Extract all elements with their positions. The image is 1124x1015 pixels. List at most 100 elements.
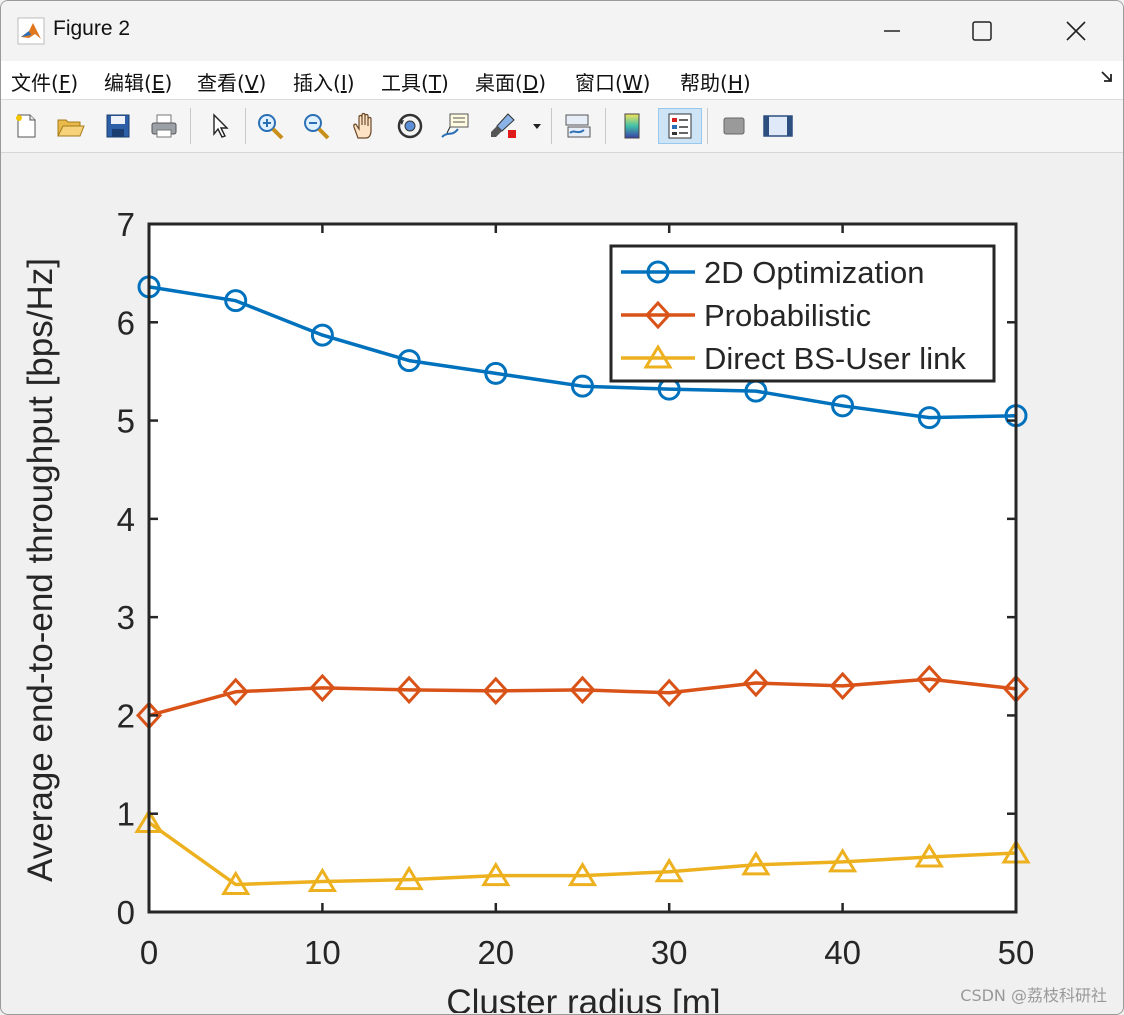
legend-item[interactable]: Probabilistic xyxy=(621,298,871,333)
data-point-diamond xyxy=(656,678,683,708)
pan-hand-icon xyxy=(353,112,372,139)
show-plot-tools-button[interactable] xyxy=(761,108,795,144)
menu-edit[interactable]: 编辑(E) xyxy=(104,71,173,95)
toolbar-separator xyxy=(245,108,246,144)
legend-label: 2D Optimization xyxy=(704,255,925,290)
y-axis-label: Average end-to-end throughput [bps/Hz] xyxy=(21,258,60,882)
dropdown-arrow-icon xyxy=(533,124,541,129)
legend-label: Direct BS-User link xyxy=(704,341,966,376)
legend-marker-circle xyxy=(646,260,670,284)
maximize-button[interactable] xyxy=(959,11,1005,51)
menu-desktop[interactable]: 桌面(D) xyxy=(475,71,547,95)
data-point-circle xyxy=(484,361,508,385)
select-button[interactable] xyxy=(203,108,237,144)
data-point-circle xyxy=(831,394,855,418)
data-cursor-icon xyxy=(441,113,469,138)
rotate-3d-button[interactable] xyxy=(393,108,427,144)
legend-item[interactable]: Direct BS-User link xyxy=(621,341,966,376)
zoom-in-button[interactable] xyxy=(253,108,287,144)
data-point-diamond xyxy=(829,671,856,701)
legend[interactable]: 2D Optimization Probabilistic Direct BS-Us… xyxy=(609,244,996,383)
data-point-triangle xyxy=(481,861,511,887)
data-point-diamond xyxy=(742,668,769,698)
data-point-triangle xyxy=(914,843,944,868)
save-button[interactable] xyxy=(101,108,135,144)
open-file-icon xyxy=(57,119,85,137)
y-tick-label: 3 xyxy=(117,599,135,636)
hide-plot-tools-button[interactable] xyxy=(717,108,751,144)
x-axis-label: Cluster radius [m] xyxy=(446,983,720,1013)
maximize-icon xyxy=(972,21,992,41)
matlab-logo-icon xyxy=(17,17,45,45)
select-arrow-icon xyxy=(213,113,229,138)
window-title: Figure 2 xyxy=(53,17,131,40)
new-figure-button[interactable] xyxy=(9,108,43,144)
y-tick-label: 1 xyxy=(117,796,135,833)
data-point-diamond xyxy=(396,675,423,705)
data-point-triangle xyxy=(654,857,684,883)
data-point-diamond xyxy=(482,676,509,706)
close-icon xyxy=(1066,21,1086,41)
menu-file[interactable]: 文件(F) xyxy=(11,71,79,95)
hide-plot-tools-icon xyxy=(723,117,745,135)
y-tick-label: 2 xyxy=(117,697,135,734)
print-icon xyxy=(151,114,177,138)
figure-toolbar xyxy=(1,100,1123,153)
y-tick-label: 6 xyxy=(117,304,135,341)
y-tick-label: 0 xyxy=(117,894,135,931)
minimize-icon xyxy=(884,30,900,32)
toolbar-separator xyxy=(707,108,708,144)
figure-canvas: 0 1 2 3 4 5 6 7 0 10 20 30 40 50 Average end-to-end t… xyxy=(21,206,1035,1013)
show-plot-tools-icon xyxy=(763,115,793,137)
print-button[interactable] xyxy=(147,108,181,144)
toolbar-separator xyxy=(551,108,552,144)
colorbar-icon xyxy=(624,113,640,139)
menu-tools[interactable]: 工具(T) xyxy=(381,71,449,95)
close-button[interactable] xyxy=(1053,11,1099,51)
zoom-out-button[interactable] xyxy=(299,108,333,144)
legend-item[interactable]: 2D Optimization xyxy=(621,255,925,290)
link-plot-button[interactable] xyxy=(561,108,595,144)
save-icon xyxy=(106,114,130,138)
title-bar: Figure 2 xyxy=(1,1,1123,61)
new-figure-icon xyxy=(16,114,36,138)
data-point-diamond xyxy=(569,675,596,705)
menu-view[interactable]: 查看(V) xyxy=(197,71,267,95)
menu-window[interactable]: 窗口(W) xyxy=(575,71,651,95)
ticks-layer: 0 1 2 3 4 5 6 7 0 10 20 30 40 50 xyxy=(117,206,1035,971)
axes-box xyxy=(147,222,1018,914)
series-line xyxy=(148,677,1017,718)
menu-help[interactable]: 帮助(H) xyxy=(680,71,751,95)
x-tick-label: 30 xyxy=(651,934,688,971)
legend-button[interactable] xyxy=(658,108,702,144)
data-point-triangle xyxy=(394,865,424,891)
colorbar-button[interactable] xyxy=(615,108,649,144)
brush-dropdown-button[interactable] xyxy=(527,108,547,144)
open-file-button[interactable] xyxy=(53,108,87,144)
link-plot-icon xyxy=(565,114,591,138)
menu-insert[interactable]: 插入(I) xyxy=(293,71,355,95)
brush-button[interactable] xyxy=(487,108,521,144)
data-point-circle xyxy=(571,374,594,398)
legend-marker-triangle xyxy=(643,344,673,369)
legend-marker-diamond xyxy=(644,300,672,330)
zoom-out-icon xyxy=(304,114,330,140)
data-cursor-button[interactable] xyxy=(439,108,473,144)
toolbar-separator xyxy=(190,108,191,144)
series-line xyxy=(148,285,1017,420)
x-tick-label: 20 xyxy=(477,934,514,971)
data-point-circle xyxy=(917,406,941,430)
y-tick-label: 7 xyxy=(117,206,135,243)
data-point-diamond xyxy=(916,664,943,694)
y-tick-label: 4 xyxy=(117,501,135,538)
data-point-triangle xyxy=(567,861,598,887)
data-point-diamond xyxy=(222,677,249,707)
menu-dock-arrow-icon[interactable] xyxy=(1099,69,1115,85)
x-tick-label: 10 xyxy=(304,934,341,971)
x-tick-label: 50 xyxy=(998,934,1035,971)
pan-button[interactable] xyxy=(347,108,381,144)
minimize-button[interactable] xyxy=(869,11,915,51)
series-line xyxy=(147,821,1017,887)
data-point-triangle xyxy=(307,867,338,893)
